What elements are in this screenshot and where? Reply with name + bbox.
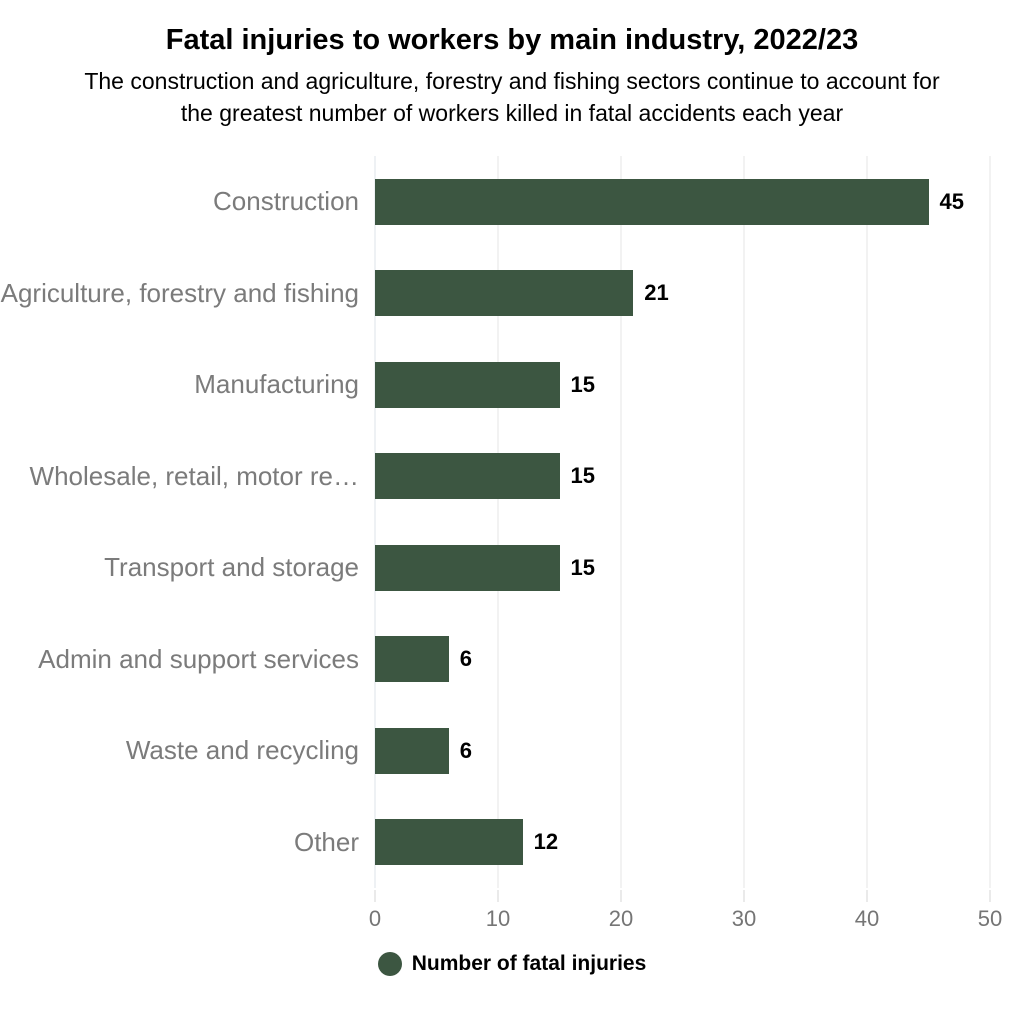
category-label: Construction [213, 186, 359, 217]
bar-area: 15 [375, 522, 990, 614]
value-label: 45 [939, 188, 964, 214]
category-label: Other [293, 826, 359, 857]
x-tick-mark [374, 889, 376, 902]
legend-marker-icon [377, 951, 402, 976]
bar-area: 6 [375, 705, 990, 797]
bar-area: 21 [375, 247, 990, 339]
category-label: Admin and support services [38, 643, 359, 674]
x-tick-mark [620, 889, 622, 902]
bar-row: Admin and support services 6 [0, 613, 1024, 705]
bar-row: Agriculture, forestry and fishing 21 [0, 247, 1024, 339]
bar[interactable] [375, 361, 560, 408]
value-label: 15 [570, 463, 595, 489]
x-tick-label: 40 [854, 905, 880, 931]
chart-subtitle: The construction and agriculture, forest… [84, 68, 940, 127]
bar-row: Construction 45 [0, 156, 1024, 248]
x-axis: 0 10 20 30 40 50 [369, 888, 1002, 936]
bar-row: Manufacturing 15 [0, 339, 1024, 431]
value-label: 12 [533, 829, 559, 855]
category-label: Agriculture, forestry and fishing [0, 277, 359, 308]
bar-area: 15 [375, 430, 990, 522]
chart-title: Fatal injuries to workers by main indust… [165, 24, 859, 56]
bar-row: Wholesale, retail, motor re… 15 [0, 430, 1024, 522]
bar-row: Other 12 [0, 796, 1024, 888]
x-tick-label: 0 [368, 905, 382, 931]
x-tick-label: 50 [977, 905, 1003, 931]
value-label: 15 [570, 371, 595, 397]
x-tick-mark [743, 889, 745, 902]
bar[interactable] [375, 453, 560, 500]
x-tick-label: 30 [731, 905, 757, 931]
x-tick-mark [866, 889, 868, 902]
bar[interactable] [375, 178, 929, 225]
x-tick-label: 20 [608, 905, 634, 931]
value-label: 15 [570, 554, 595, 580]
bar-row: Transport and storage 15 [0, 522, 1024, 614]
value-label: 21 [644, 280, 669, 306]
value-label: 6 [459, 646, 473, 672]
x-tick-label: 10 [485, 905, 511, 931]
bar[interactable] [375, 727, 449, 774]
bar-area: 12 [375, 796, 990, 888]
bar[interactable] [375, 544, 560, 591]
bar-area: 15 [375, 339, 990, 431]
x-tick-mark [989, 889, 991, 902]
bar[interactable] [375, 270, 634, 317]
bar[interactable] [375, 819, 523, 866]
category-label: Manufacturing [194, 369, 359, 400]
legend-label: Number of fatal injuries [411, 951, 647, 975]
bar-area: 45 [375, 156, 990, 248]
category-label: Transport and storage [104, 552, 359, 583]
category-label: Wholesale, retail, motor re… [29, 460, 359, 491]
bar[interactable] [375, 636, 449, 683]
x-axis-area: 0 10 20 30 40 50 [0, 888, 1024, 936]
bar-row: Waste and recycling 6 [0, 705, 1024, 797]
legend-item[interactable]: Number of fatal injuries [0, 951, 1024, 976]
plot-area: Construction 45 Agriculture, forestry an… [0, 155, 1024, 888]
bar-area: 6 [375, 613, 990, 705]
category-label: Waste and recycling [125, 735, 359, 766]
value-label: 6 [459, 737, 473, 763]
x-tick-mark [497, 889, 499, 902]
